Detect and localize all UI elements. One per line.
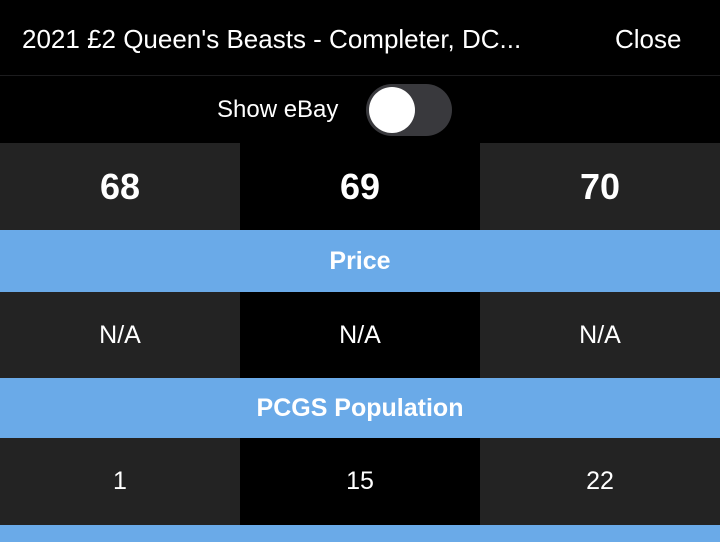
grade-70[interactable]: 70 bbox=[480, 143, 720, 230]
section-header-price: Price bbox=[0, 230, 720, 292]
population-cell: 22 bbox=[480, 438, 720, 525]
show-ebay-row: Show eBay bbox=[0, 76, 720, 143]
price-cell: N/A bbox=[0, 292, 240, 378]
close-button[interactable]: Close bbox=[615, 24, 682, 54]
population-cell: 1 bbox=[0, 438, 240, 525]
section-header-pcgs-population: PCGS Population bbox=[0, 378, 720, 438]
show-ebay-label: Show eBay bbox=[217, 96, 339, 123]
toggle-knob bbox=[369, 87, 415, 133]
population-row: 1 15 22 bbox=[0, 438, 720, 525]
price-cell: N/A bbox=[480, 292, 720, 378]
show-ebay-toggle[interactable] bbox=[366, 84, 452, 136]
modal-header: 2021 £2 Queen's Beasts - Completer, DC..… bbox=[0, 0, 720, 76]
grade-68[interactable]: 68 bbox=[0, 143, 240, 230]
price-row: N/A N/A N/A bbox=[0, 292, 720, 378]
next-section-header bbox=[0, 525, 720, 542]
population-cell: 15 bbox=[240, 438, 480, 525]
price-cell: N/A bbox=[240, 292, 480, 378]
grade-69[interactable]: 69 bbox=[240, 143, 480, 230]
grade-header-row: 68 69 70 bbox=[0, 143, 720, 230]
modal-title: 2021 £2 Queen's Beasts - Completer, DC..… bbox=[22, 24, 522, 54]
